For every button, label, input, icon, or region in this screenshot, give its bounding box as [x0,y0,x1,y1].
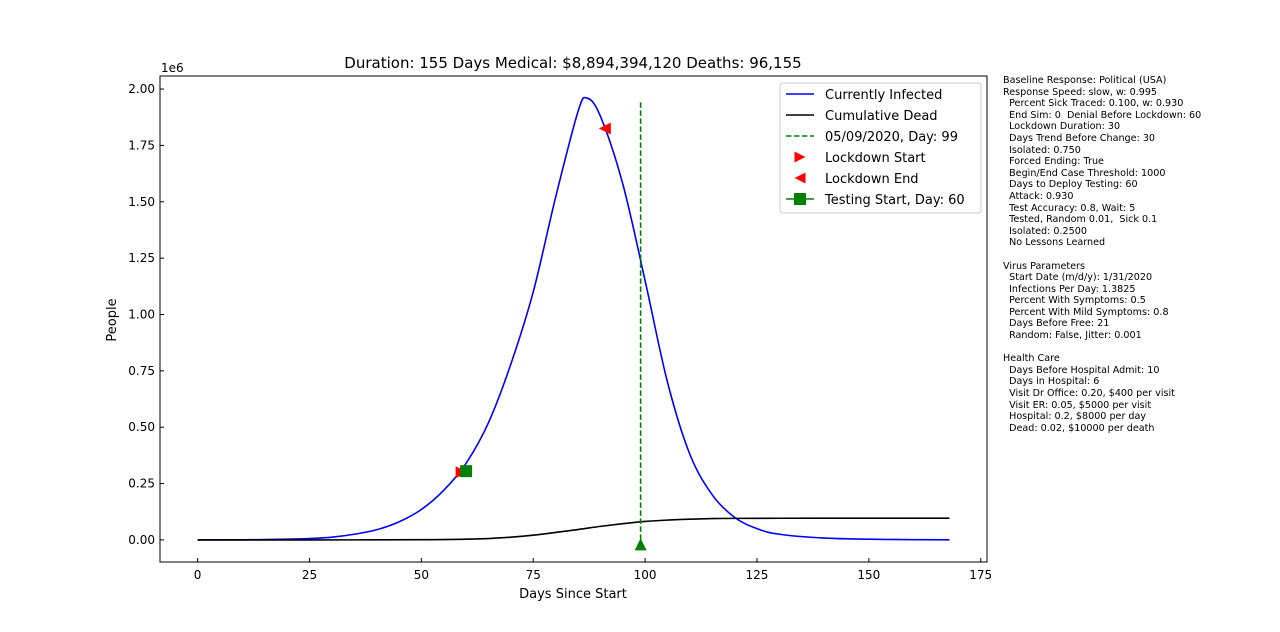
param-line: Days Trend Before Change: 30 [1003,132,1156,144]
legend-cumulative-dead-label: Cumulative Dead [825,109,938,124]
param-line: Dead: 0.02, $10000 per death [1003,422,1155,434]
param-line: Isolated: 0.2500 [1003,225,1087,237]
x-tick-label: 100 [634,568,657,582]
y-axis-label: People [105,298,120,341]
param-line: Visit Dr Office: 0.20, $400 per visit [1003,388,1175,400]
legend-lockdown-end-label: Lockdown End [825,172,919,187]
x-tick-label: 75 [526,568,541,582]
x-tick-label: 125 [746,568,769,582]
axis-ticks: 0 25 50 75 100 125 150 175 0.00 0.25 0.50 0.75 1.00 1… [128,82,992,582]
marker-layer [455,122,647,551]
x-tick-label: 0 [194,568,202,582]
param-line: Attack: 0.930 [1003,190,1074,202]
param-line: Days Before Hospital Admit: 10 [1003,364,1160,376]
y-scale-label: 1e6 [161,61,184,75]
legend-lockdown-start-swatch [794,151,806,163]
y-tick-label: 0.25 [128,477,155,491]
series-cumulative-dead-line [197,517,950,541]
param-line: Health Care [1003,353,1060,365]
x-tick-label: 50 [414,568,429,582]
param-line: Tested, Random 0.01, Sick 0.1 [1003,214,1158,226]
legend: Currently Infected Cumulative Dead 05/09/2… [779,82,982,214]
legend-05-09-2020-day-99-label: 05/09/2020, Day: 99 [825,130,958,145]
param-line: Visit ER: 0.05, $5000 per visit [1003,399,1152,411]
param-line [1003,249,1273,261]
y-tick-label: 1.25 [128,251,155,265]
y-tick-label: 1.50 [128,195,155,209]
marker-testing-start-axis-marker [634,538,647,551]
param-line: Isolated: 0.750 [1003,144,1081,156]
parameters-panel: Baseline Response: Political (USA) Respon… [1003,75,1273,434]
param-line: No Lessons Learned [1003,237,1106,249]
y-tick-label: 0.00 [128,533,155,547]
param-line [1003,342,1273,354]
param-line: Test Accuracy: 0.8, Wait: 5 [1003,202,1136,214]
y-tick-label: 1.75 [128,138,155,152]
x-axis-label: Days Since Start [519,587,627,602]
legend-box [779,82,982,214]
param-line: Baseline Response: Political (USA) [1003,75,1167,86]
param-line: Random: False, Jitter: 0.001 [1003,330,1142,342]
x-tick-label: 25 [302,568,317,582]
legend-testing-start-day-60-swatch-marker [794,193,806,205]
y-tick-label: 0.75 [128,364,155,378]
param-line: Percent Sick Traced: 0.100, w: 0.930 [1003,98,1184,110]
param-line: Days Before Free: 21 [1003,318,1110,330]
y-tick-label: 1.00 [128,307,155,321]
param-line: Virus Parameters [1003,260,1086,272]
param-line: Start Date (m/d/y): 1/31/2020 [1003,272,1153,284]
x-tick-label: 150 [857,568,880,582]
param-line: Forced Ending: True [1003,156,1104,168]
series-layer [197,96,950,541]
param-line: Days in Hospital: 6 [1003,376,1100,388]
param-line: Lockdown Duration: 30 [1003,121,1121,133]
x-tick-label: 175 [969,568,992,582]
param-line: Hospital: 0.2, $8000 per day [1003,411,1147,423]
param-line: Response Speed: slow, w: 0.995 [1003,86,1158,98]
chart-title: Duration: 155 Days Medical: $8,894,394,1… [344,54,801,72]
param-line: Percent With Mild Symptoms: 0.8 [1003,306,1169,318]
param-line: Infections Per Day: 1.3825 [1003,283,1136,295]
param-line: Percent With Symptoms: 0.5 [1003,295,1146,307]
legend-lockdown-start-label: Lockdown Start [825,151,926,166]
param-line: Begin/End Case Threshold: 1000 [1003,167,1166,179]
param-line: Days to Deploy Testing: 60 [1003,179,1138,191]
series-currently-infected-line [197,96,950,541]
y-tick-label: 2.00 [128,82,155,96]
y-tick-label: 0.50 [128,420,155,434]
plot-frame [159,75,988,563]
legend-lockdown-end-swatch [794,172,806,184]
marker-lockdown-end [598,122,611,135]
legend-currently-infected-label: Currently Infected [825,88,942,103]
param-line: End Sim: 0 Denial Before Lockdown: 60 [1003,109,1202,121]
legend-testing-start-day-60-label: Testing Start, Day: 60 [824,193,965,208]
marker-testing-start-day-60 [460,465,473,478]
